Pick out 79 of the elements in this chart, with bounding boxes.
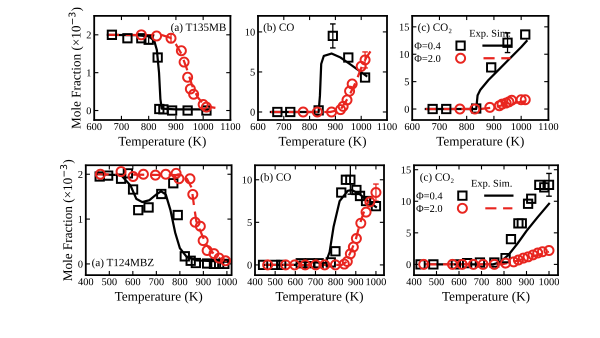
x-tick-label: 1000 <box>540 278 560 286</box>
x-tick-label: 600 <box>125 278 140 286</box>
x-tick-label: 1100 <box>539 123 558 130</box>
annotation: (a) T135MB <box>171 23 226 34</box>
x-tick-label: 900 <box>196 278 211 286</box>
y-tick-label: 1 <box>78 216 82 223</box>
x-axis-title: Temperature (K) <box>118 136 206 148</box>
legend-label: Φ=0.4 <box>414 42 441 50</box>
x-tick-label: 600 <box>452 278 466 286</box>
y-tick-label: 2 <box>78 170 82 178</box>
x-axis-title: Temperature (K) <box>442 292 530 304</box>
x-tick-label: 1000 <box>512 123 532 130</box>
legend-title: Exp. Sim. <box>471 180 512 189</box>
x-tick-label: 400 <box>78 278 94 286</box>
x-tick-label: 500 <box>102 278 117 286</box>
x-tick-label: 700 <box>149 278 164 286</box>
x-axis-title: Temperature (K) <box>114 292 202 304</box>
annotation: (c) CO₂ <box>418 23 452 34</box>
y-tick-label: 0 <box>250 108 255 116</box>
y-tick-label: 10 <box>242 176 252 184</box>
x-tick-label: 700 <box>432 123 447 130</box>
x-tick-label: 700 <box>276 123 292 130</box>
x-tick-label: 1000 <box>352 123 372 130</box>
y-tick-label: 2 <box>86 32 91 38</box>
x-tick-label: 800 <box>302 123 318 130</box>
x-tick-label: 600 <box>288 278 303 286</box>
y-tick-label: 0 <box>247 262 252 269</box>
x-tick-label: 800 <box>141 123 156 130</box>
x-axis-title: Temperature (K) <box>278 136 366 148</box>
x-tick-label: 400 <box>406 278 422 286</box>
x-axis-title: Temperature (K) <box>276 292 363 304</box>
x-tick-label: 1100 <box>378 123 397 130</box>
y-axis-title: Mole Fraction (×10$^{−3}$) <box>68 8 84 129</box>
y-tick-label: 5 <box>250 68 255 76</box>
y-tick-label: 10 <box>246 28 255 36</box>
x-axis-title: Temperature (K) <box>436 136 524 148</box>
y-tick-label: 5 <box>404 78 410 86</box>
legend-label: Φ=2.0 <box>414 54 440 62</box>
x-tick-label: 700 <box>474 278 489 286</box>
y-tick-label: 0 <box>86 107 92 114</box>
x-tick-label: 600 <box>250 123 266 130</box>
y-tick-label: 1 <box>87 69 91 76</box>
x-tick-label: 800 <box>459 123 474 130</box>
x-tick-label: 600 <box>404 123 420 130</box>
annotation: (a) T124MBZ <box>92 258 154 269</box>
x-tick-label: 900 <box>168 123 184 130</box>
x-tick-label: 1000 <box>194 123 214 130</box>
legend-label: Φ=0.4 <box>416 192 442 200</box>
y-tick-label: 10 <box>402 198 411 205</box>
x-tick-label: 700 <box>308 278 323 286</box>
y-axis-title: Mole Fraction (×10$^{−3}$) <box>60 160 75 281</box>
legend-title: Exp. Sim. <box>470 30 510 39</box>
y-tick-label: 0 <box>406 261 411 268</box>
x-tick-label: 500 <box>268 278 283 286</box>
annotation: (c) CO₂ <box>420 172 454 184</box>
x-tick-label: 800 <box>328 278 344 286</box>
x-tick-label: 400 <box>247 278 262 286</box>
x-tick-label: 1000 <box>217 278 237 286</box>
x-tick-label: 1100 <box>221 123 240 130</box>
x-tick-label: 800 <box>496 278 512 286</box>
x-tick-label: 600 <box>86 123 102 130</box>
y-tick-label: 5 <box>248 219 252 226</box>
y-tick-label: 15 <box>402 166 411 174</box>
x-tick-label: 900 <box>486 123 502 130</box>
x-tick-label: 500 <box>429 278 444 286</box>
legend-label: Φ=2.0 <box>416 205 442 212</box>
y-tick-label: 15 <box>400 24 410 31</box>
x-tick-label: 800 <box>172 278 188 286</box>
x-tick-label: 900 <box>348 278 364 286</box>
x-tick-label: 900 <box>328 123 343 130</box>
x-tick-label: 1000 <box>366 278 386 286</box>
x-tick-label: 700 <box>114 123 129 130</box>
y-tick-label: 0 <box>78 260 83 268</box>
y-tick-label: 5 <box>406 230 411 237</box>
x-tick-label: 900 <box>519 278 534 286</box>
y-tick-label: 10 <box>400 50 410 58</box>
annotation: (b) CO <box>260 172 291 184</box>
y-tick-label: 0 <box>404 106 410 113</box>
annotation: (b) CO <box>264 23 294 34</box>
